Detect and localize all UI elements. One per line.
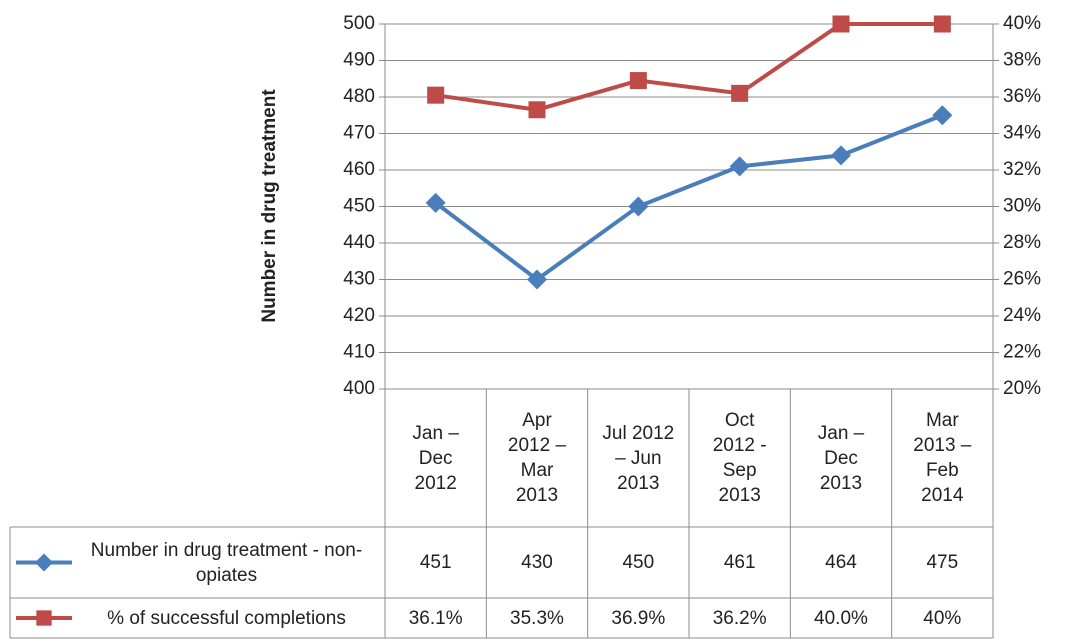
y2-tick-label: 20%: [1003, 378, 1041, 399]
marker: [427, 86, 445, 104]
table-value: 36.2%: [712, 607, 767, 629]
legend-label: % of successful completions: [107, 607, 346, 629]
table-value: 450: [622, 552, 655, 573]
marker: [832, 15, 850, 33]
marker: [831, 145, 851, 166]
y-tick-label: 420: [343, 305, 375, 326]
table-value: 40%: [923, 607, 962, 629]
marker: [628, 196, 649, 217]
marker: [425, 192, 446, 213]
line: [434, 113, 944, 282]
marker: [933, 15, 951, 33]
y-axis-title: Number in drug treatment: [259, 89, 280, 323]
table-value: 451: [419, 552, 452, 573]
table-value: 464: [825, 552, 857, 573]
y-tick-label: 440: [343, 232, 375, 253]
category-label: Jan – Dec 2012: [412, 422, 459, 494]
y-tick-label: 480: [343, 86, 375, 107]
y2-tick-label: 28%: [1003, 232, 1041, 253]
y2-tick-label: 36%: [1003, 86, 1041, 107]
marker: [629, 72, 647, 90]
marker: [729, 156, 750, 177]
table-value: 35.3%: [510, 607, 564, 629]
table-value: 40.0%: [814, 607, 868, 629]
y2-tick-label: 38%: [1003, 50, 1041, 71]
y2-tick-label: 26%: [1003, 269, 1041, 290]
y2-tick-label: 30%: [1003, 196, 1041, 217]
y-tick-label: 470: [343, 123, 375, 144]
y2-tick-label: 22%: [1003, 342, 1041, 363]
y-tick-label: 430: [343, 269, 375, 290]
y2-tick-label: 24%: [1003, 305, 1041, 326]
y2-tick-label: 32%: [1003, 159, 1041, 180]
legend-label: Number in drug treatment - non-opiates: [90, 539, 363, 586]
category-label: Mar 2013 – Feb 2014: [913, 410, 972, 506]
marker: [932, 105, 953, 126]
line: [435, 22, 943, 112]
category-label: Jan – Dec 2013: [817, 422, 865, 494]
y-tick-label: 490: [343, 50, 375, 71]
category-label: Apr 2012 – Mar 2013: [507, 410, 567, 506]
table-value: 36.1%: [408, 607, 463, 629]
y-tick-label: 450: [343, 196, 375, 217]
category-label: Jul 2012 – Jun 2013: [602, 422, 675, 494]
y2-tick-label: 34%: [1003, 123, 1041, 144]
marker: [36, 610, 52, 626]
category-label: Oct 2012 - Sep 2013: [712, 410, 767, 506]
y-tick-label: 400: [343, 378, 375, 399]
table-value: 475: [926, 552, 959, 573]
marker: [731, 84, 749, 102]
table-value: 461: [723, 552, 756, 573]
y-tick-label: 460: [343, 159, 375, 180]
y-tick-label: 500: [343, 13, 375, 34]
table-value: 430: [521, 552, 553, 573]
y-tick-label: 410: [343, 342, 375, 363]
table-value: 36.9%: [611, 607, 666, 629]
y2-tick-label: 40%: [1003, 13, 1041, 34]
marker: [527, 269, 547, 290]
marker: [528, 101, 546, 119]
marker: [35, 553, 53, 572]
